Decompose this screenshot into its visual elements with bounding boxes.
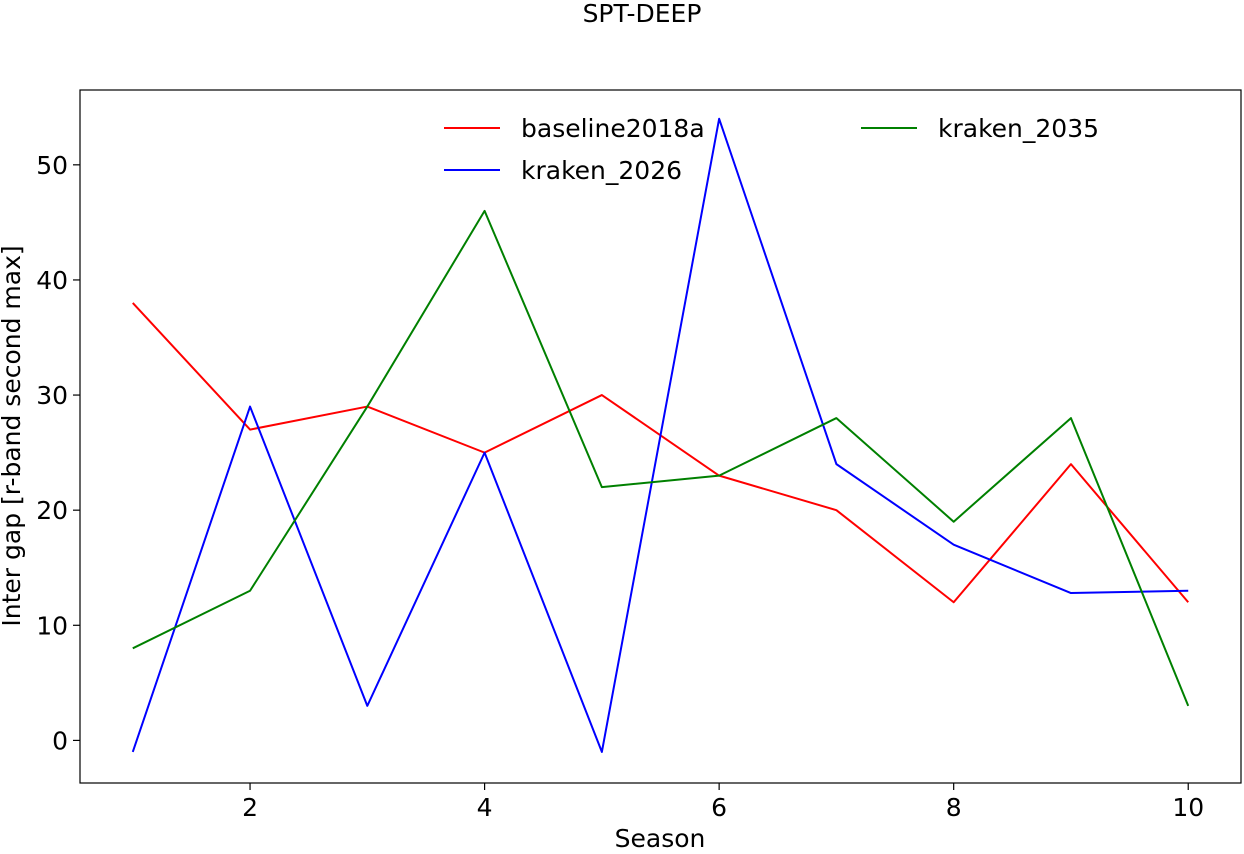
series-line-kraken_2035 [132,209,1190,707]
y-tick-label: 0 [52,726,68,755]
x-tick-label: 8 [946,793,962,822]
y-axis-label: Inter gap [r-band second max] [0,245,26,626]
series-line-kraken_2026 [131,117,1189,753]
y-axis: 0 10 20 30 40 50 [36,151,80,755]
legend-label: kraken_2035 [938,114,1099,143]
plot-frame [79,89,1242,784]
x-tick-label: 10 [1172,793,1204,822]
y-tick-label: 10 [36,611,68,640]
y-tick-label: 20 [36,496,68,525]
legend-label: kraken_2026 [521,156,682,185]
legend-label: baseline2018a [521,114,705,143]
y-tick-label: 40 [36,266,68,295]
chart-title: SPT-DEEP [583,0,702,28]
x-axis: 2 4 6 8 10 [242,783,1204,822]
x-tick-label: 6 [711,793,727,822]
plot-area [131,117,1190,753]
x-axis-label: Season [615,824,706,853]
legend: baseline2018a kraken_2026 kraken_2035 [444,114,1099,185]
y-tick-label: 30 [36,381,68,410]
series-line-baseline2018a [132,302,1189,604]
x-tick-label: 2 [242,793,258,822]
y-tick-label: 50 [36,151,68,180]
x-tick-label: 4 [477,793,493,822]
